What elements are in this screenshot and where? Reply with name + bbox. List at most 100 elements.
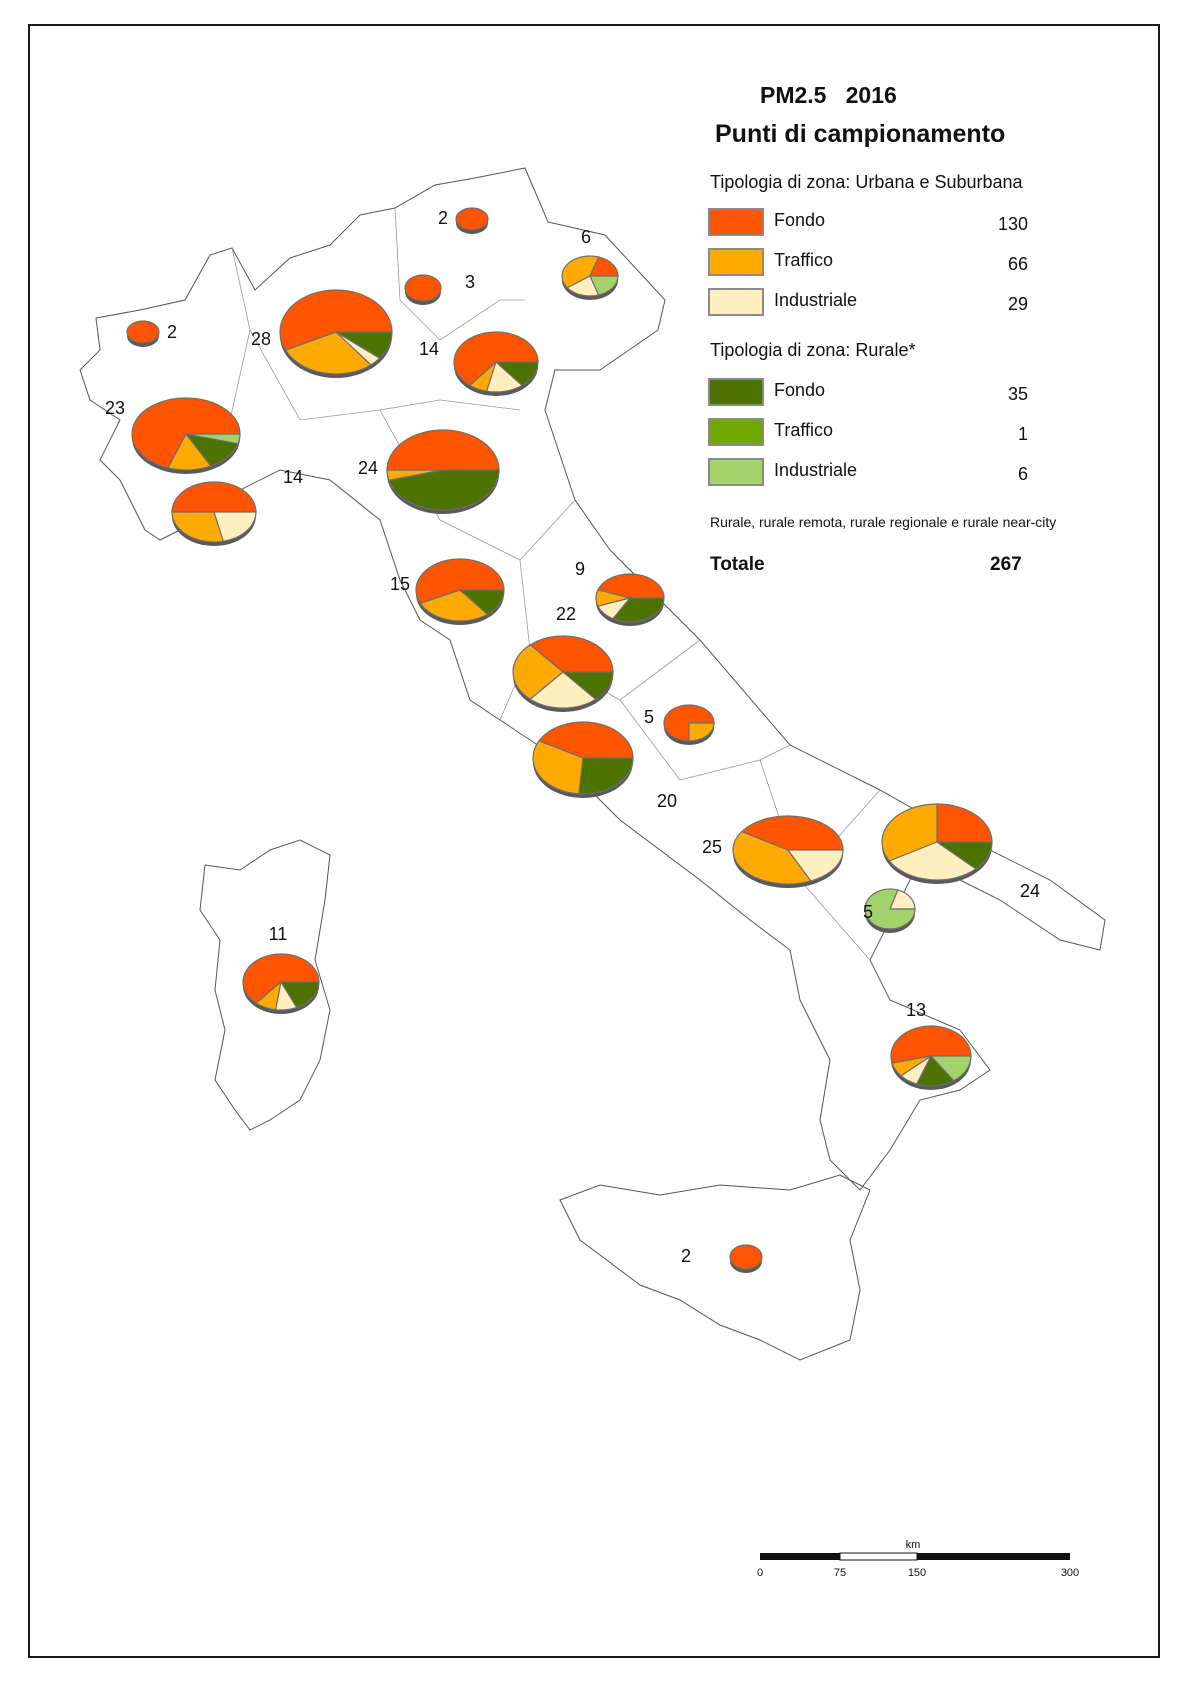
region-total-label: 9 xyxy=(575,559,585,579)
region-pie xyxy=(453,331,539,396)
pie-slice-traffico-urbano xyxy=(419,589,489,622)
pie-slice-fondo-urbano xyxy=(131,397,241,469)
region-total-label: 14 xyxy=(419,339,439,359)
pie-slice-fondo-rurale xyxy=(935,841,993,870)
total-value: 267 xyxy=(990,554,1022,575)
pie-slice-fondo-urbano xyxy=(538,721,634,759)
pie-slice-fondo-urbano xyxy=(529,635,614,673)
mainland-outline xyxy=(79,167,1106,1191)
pie-slice-fondo-rurale xyxy=(333,331,393,359)
legend-item-rural-traffico: Traffico 1 xyxy=(708,418,1028,446)
region-pie xyxy=(729,1244,763,1273)
pie-slice-fondo-urbano xyxy=(936,803,993,843)
pie-slice-fondo-rurale xyxy=(458,589,505,615)
legend-label: Industriale xyxy=(774,460,858,480)
pie-slice-industriale-rurale xyxy=(589,275,619,296)
total-label: Totale xyxy=(710,554,765,575)
legend-swatch xyxy=(708,418,764,446)
legend-swatch xyxy=(708,458,764,486)
legend-footnote: Rurale, rurale remota, rurale regionale … xyxy=(710,514,1057,530)
region-total-label: 23 xyxy=(105,398,125,418)
region-pie xyxy=(663,704,715,745)
pie-slice-fondo-urbano xyxy=(386,429,500,471)
region-pie xyxy=(890,1025,972,1090)
region-total-label: 28 xyxy=(251,329,271,349)
pie-slice-fondo-rurale xyxy=(494,361,539,387)
region-pie xyxy=(242,953,320,1014)
scale-tick-0: 0 xyxy=(757,1567,763,1579)
legend-count: 35 xyxy=(1007,384,1028,404)
region-total-label: 5 xyxy=(863,902,873,922)
legend-swatch xyxy=(708,378,764,406)
region-total-label: 15 xyxy=(390,574,410,594)
region-pie xyxy=(126,320,160,347)
pie-slice-industriale-urbano xyxy=(213,511,257,542)
region-total-label: 24 xyxy=(358,458,378,478)
scale-bar: km 0 75 150 300 xyxy=(757,1539,1079,1579)
legend-swatch xyxy=(708,288,764,316)
legend-count: 29 xyxy=(1007,294,1028,314)
scale-tick-300: 300 xyxy=(1061,1567,1079,1579)
pie-slice-industriale-rurale xyxy=(864,888,916,930)
pie-slice-fondo-urbano xyxy=(126,320,160,344)
region-pie xyxy=(512,635,614,712)
scale-segment-1 xyxy=(760,1553,840,1560)
region-pie xyxy=(864,888,916,933)
pie-slice-fondo-rurale xyxy=(561,671,614,700)
pie-slice-fondo-urbano xyxy=(890,1025,972,1064)
pie-slice-fondo-urbano xyxy=(242,953,320,1004)
region-total-label: 2 xyxy=(681,1246,691,1266)
region-pie xyxy=(881,803,993,884)
legend-label: Traffico xyxy=(774,420,834,440)
pie-slice-fondo-rurale xyxy=(388,469,500,511)
legend-label: Fondo xyxy=(774,380,826,400)
region-total-label: 6 xyxy=(581,227,591,247)
legend-item-rural-fondo: Fondo 35 xyxy=(708,378,1028,406)
legend-item-urban-fondo: Fondo 130 xyxy=(708,208,1028,236)
region-total-label: 11 xyxy=(269,924,288,944)
legend-count: 1 xyxy=(1017,424,1028,444)
region-pie xyxy=(532,721,634,798)
region-pie xyxy=(279,289,393,378)
pie-slice-fondo-urbano xyxy=(171,481,257,513)
pie-slice-industriale-rurale xyxy=(185,433,241,445)
region-total-label: 3 xyxy=(465,272,475,292)
pie-slice-traffico-urbano xyxy=(171,511,225,543)
pie-slice-fondo-urbano xyxy=(663,704,715,742)
legend-label: Traffico xyxy=(774,250,834,270)
region-pie xyxy=(595,573,665,626)
sicily-outline xyxy=(559,1174,871,1361)
pie-slice-industriale-rurale xyxy=(929,1055,972,1082)
legend-rural-heading: Tipologia di zona: Rurale* xyxy=(710,340,916,360)
pie-slice-traffico-urbano xyxy=(532,740,584,795)
pie-slice-traffico-urbano xyxy=(732,830,812,885)
legend-item-urban-industriale: Industriale 29 xyxy=(708,288,1028,316)
scale-segment-2 xyxy=(839,1552,918,1561)
legend-count: 130 xyxy=(997,214,1028,234)
region-pie xyxy=(561,255,619,300)
pie-slice-fondo-urbano xyxy=(453,331,539,387)
region-total-label: 22 xyxy=(556,604,576,624)
pie-slice-fondo-urbano xyxy=(597,573,665,599)
pie-slice-industriale-urbano xyxy=(786,849,844,882)
pie-slice-traffico-urbano xyxy=(512,644,564,700)
region-pie xyxy=(386,429,500,514)
pie-slice-fondo-rurale xyxy=(612,597,665,623)
pie-slice-traffico-urbano xyxy=(561,255,600,289)
region-total-label: 25 xyxy=(702,837,722,857)
scale-segment-3 xyxy=(917,1553,1070,1560)
pie-slice-fondo-urbano xyxy=(415,558,505,605)
region-pie xyxy=(404,274,442,305)
pie-slice-industriale-urbano xyxy=(529,671,597,709)
region-total-label: 13 xyxy=(906,1000,926,1020)
region-pie xyxy=(732,815,844,888)
region-total-label: 2 xyxy=(167,322,177,342)
region-total-label: 14 xyxy=(283,467,303,487)
sardinia-outline xyxy=(199,839,331,1131)
pie-slice-traffico-urbano xyxy=(284,331,372,375)
legend-urban-heading: Tipologia di zona: Urbana e Suburbana xyxy=(710,172,1023,192)
scale-tick-150: 150 xyxy=(908,1567,926,1579)
pie-slice-fondo-rurale xyxy=(279,981,320,1009)
pie-slice-fondo-urbano xyxy=(279,289,393,351)
